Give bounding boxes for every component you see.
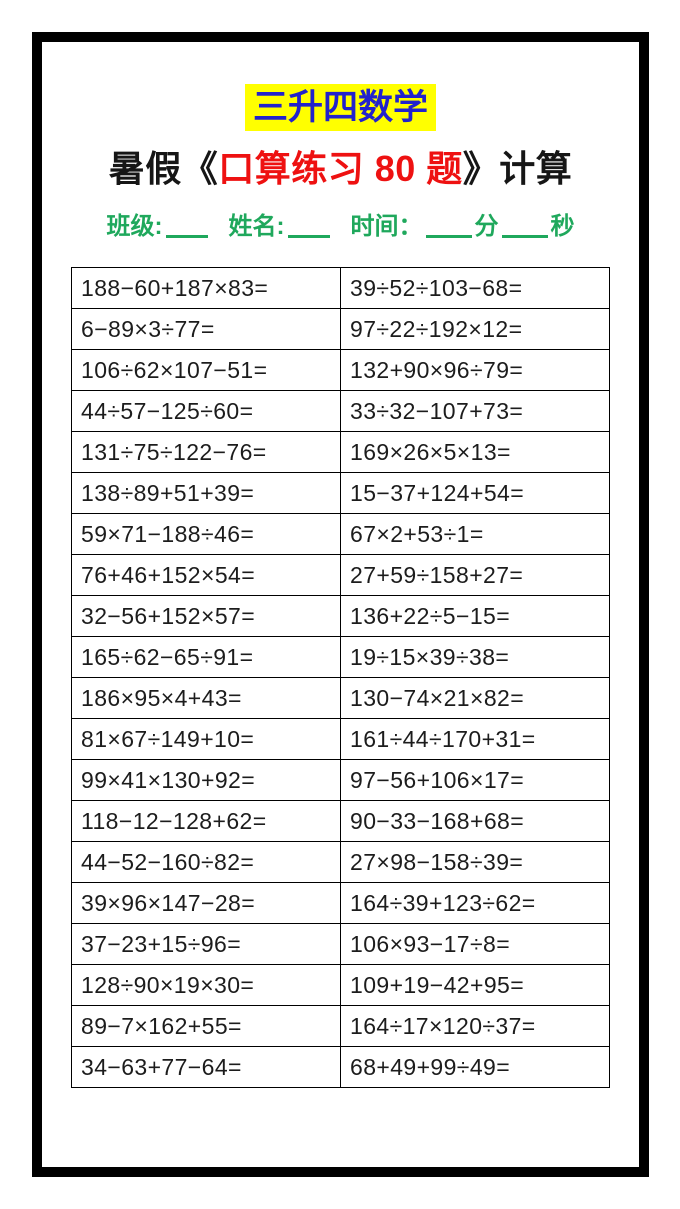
worksheet-page: 三升四数学 暑假《口算练习 80 题》计算 班级: 姓名: 时间： 分 秒 188−60… (32, 32, 649, 1177)
table-row: 81×67÷149+10= 161÷44÷170+31= (71, 718, 610, 761)
table-row: 39×96×147−28= 164÷39+123÷62= (71, 882, 610, 925)
table-row: 32−56+152×57= 136+22÷5−15= (71, 595, 610, 638)
table-row: 6−89×3÷77= 97÷22÷192×12= (71, 308, 610, 351)
problem-cell: 37−23+15÷96= (71, 923, 341, 966)
title-suffix: 》计算 (462, 148, 573, 190)
minutes-label: 分 (474, 213, 499, 241)
table-row: 188−60+187×83= 39÷52÷103−68= (71, 267, 610, 310)
problem-cell: 128÷90×19×30= (71, 964, 341, 1007)
name-blank-field (287, 235, 330, 239)
class-blank-field (165, 235, 208, 239)
table-row: 89−7×162+55= 164÷17×120÷37= (71, 1005, 610, 1048)
table-row: 118−12−128+62= 90−33−168+68= (71, 800, 610, 843)
problem-cell: 44÷57−125÷60= (71, 390, 341, 433)
problem-cell: 33÷32−107+73= (340, 390, 610, 433)
problem-cell: 76+46+152×54= (71, 554, 341, 597)
problem-cell: 186×95×4+43= (71, 677, 341, 720)
problem-cell: 138÷89+51+39= (71, 472, 341, 515)
problem-cell: 81×67÷149+10= (71, 718, 341, 761)
table-row: 37−23+15÷96= 106×93−17÷8= (71, 923, 610, 966)
problem-cell: 27+59÷158+27= (340, 554, 610, 597)
problem-cell: 90−33−168+68= (340, 800, 610, 843)
grade-badge: 三升四数学 (244, 84, 436, 132)
title-prefix: 暑假《 (108, 148, 219, 190)
problem-cell: 27×98−158÷39= (340, 841, 610, 884)
problem-cell: 109+19−42+95= (340, 964, 610, 1007)
problem-cell: 136+22÷5−15= (340, 595, 610, 638)
problems-table: 188−60+187×83= 39÷52÷103−68= 6−89×3÷77= 97… (71, 267, 610, 1089)
problem-cell: 106×93−17÷8= (340, 923, 610, 966)
table-row: 34−63+77−64= 68+49+99÷49= (71, 1046, 610, 1089)
problem-cell: 19÷15×39÷38= (340, 636, 610, 679)
problem-cell: 99×41×130+92= (71, 759, 341, 802)
problem-cell: 118−12−128+62= (71, 800, 341, 843)
minutes-blank-field (425, 235, 472, 239)
problem-cell: 34−63+77−64= (71, 1046, 341, 1089)
table-row: 138÷89+51+39= 15−37+124+54= (71, 472, 610, 515)
problem-cell: 67×2+53÷1= (340, 513, 610, 556)
table-row: 186×95×4+43= 130−74×21×82= (71, 677, 610, 720)
problem-cell: 132+90×96÷79= (340, 349, 610, 392)
time-label: 时间： (350, 213, 423, 241)
problem-cell: 164÷39+123÷62= (340, 882, 610, 925)
table-row: 59×71−188÷46= 67×2+53÷1= (71, 513, 610, 556)
problem-cell: 131÷75÷122−76= (71, 431, 341, 474)
table-row: 106÷62×107−51= 132+90×96÷79= (71, 349, 610, 392)
table-row: 76+46+152×54= 27+59÷158+27= (71, 554, 610, 597)
problem-cell: 188−60+187×83= (71, 267, 341, 310)
problem-cell: 32−56+152×57= (71, 595, 341, 638)
student-info-line: 班级: 姓名: 时间： 分 秒 (42, 206, 639, 241)
seconds-label: 秒 (550, 213, 575, 241)
problem-cell: 44−52−160÷82= (71, 841, 341, 884)
problem-cell: 165÷62−65÷91= (71, 636, 341, 679)
table-row: 131÷75÷122−76= 169×26×5×13= (71, 431, 610, 474)
problem-cell: 130−74×21×82= (340, 677, 610, 720)
problem-cell: 89−7×162+55= (71, 1005, 341, 1048)
table-row: 44÷57−125÷60= 33÷32−107+73= (71, 390, 610, 433)
badge-row: 三升四数学 (42, 84, 639, 132)
problem-cell: 39×96×147−28= (71, 882, 341, 925)
name-label: 姓名: (228, 213, 285, 241)
problem-cell: 161÷44÷170+31= (340, 718, 610, 761)
table-row: 99×41×130+92= 97−56+106×17= (71, 759, 610, 802)
problems-table-body: 188−60+187×83= 39÷52÷103−68= 6−89×3÷77= 97… (71, 267, 610, 1089)
problem-cell: 59×71−188÷46= (71, 513, 341, 556)
problem-cell: 68+49+99÷49= (340, 1046, 610, 1089)
problem-cell: 39÷52÷103−68= (340, 267, 610, 310)
table-row: 165÷62−65÷91= 19÷15×39÷38= (71, 636, 610, 679)
page-title: 暑假《口算练习 80 题》计算 (42, 140, 639, 192)
problem-cell: 169×26×5×13= (340, 431, 610, 474)
title-highlight: 口算练习 80 题 (218, 148, 463, 190)
class-label: 班级: (106, 213, 163, 241)
table-row: 128÷90×19×30= 109+19−42+95= (71, 964, 610, 1007)
problem-cell: 97÷22÷192×12= (340, 308, 610, 351)
problem-cell: 164÷17×120÷37= (340, 1005, 610, 1048)
problem-cell: 15−37+124+54= (340, 472, 610, 515)
problem-cell: 6−89×3÷77= (71, 308, 341, 351)
seconds-blank-field (501, 235, 548, 239)
problem-cell: 97−56+106×17= (340, 759, 610, 802)
problem-cell: 106÷62×107−51= (71, 349, 341, 392)
table-row: 44−52−160÷82= 27×98−158÷39= (71, 841, 610, 884)
